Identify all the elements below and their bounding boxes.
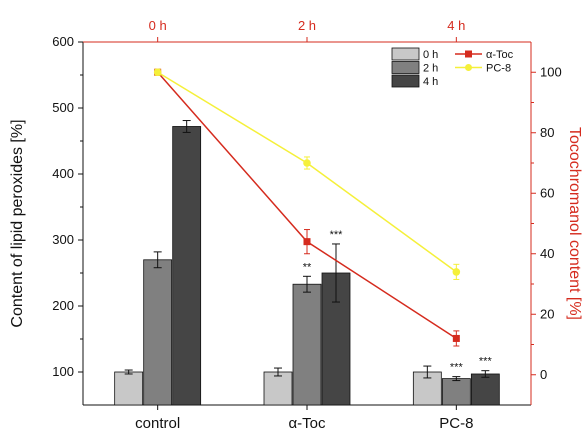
bar xyxy=(441,378,471,406)
y-tick-label: 400 xyxy=(52,166,74,181)
significance-label: *** xyxy=(330,229,344,241)
top-x-tick-label: 0 h xyxy=(149,18,167,33)
x-tick-label: PC-8 xyxy=(439,415,473,432)
legend-marker xyxy=(465,64,472,71)
line-point xyxy=(303,159,311,167)
bar xyxy=(292,283,322,406)
bar xyxy=(172,126,202,406)
y-tick-label: 500 xyxy=(52,100,74,115)
line-point xyxy=(452,268,461,276)
y2-tick-label: 0 xyxy=(540,367,547,382)
bar xyxy=(263,371,293,406)
y2-tick-label: 60 xyxy=(540,185,554,200)
x-tick-label: α-Toc xyxy=(288,415,326,432)
legend-label: α-Toc xyxy=(486,49,514,61)
line-point xyxy=(452,334,460,342)
bar xyxy=(143,259,173,406)
top-x-tick-label: 4 h xyxy=(447,18,465,33)
y2-tick-label: 40 xyxy=(540,246,554,261)
significance-label: *** xyxy=(450,362,464,374)
legend-swatch xyxy=(391,74,420,88)
y2-tick-label: 100 xyxy=(540,64,562,79)
legend-swatch xyxy=(391,61,420,74)
legend-label: 0 h xyxy=(423,49,438,61)
legend-swatch xyxy=(391,47,420,61)
x-tick-label: control xyxy=(135,415,180,432)
legend-label: 2 h xyxy=(423,63,438,75)
y-axis-title: Content of lipid peroxides [%] xyxy=(9,119,26,327)
y-tick-label: 200 xyxy=(52,298,74,313)
line-point xyxy=(303,238,311,246)
legend-label: PC-8 xyxy=(486,63,511,75)
y-tick-label: 600 xyxy=(52,34,74,49)
top-x-tick-label: 2 h xyxy=(298,18,316,33)
y-tick-label: 300 xyxy=(52,232,74,247)
y-tick-label: 100 xyxy=(52,364,74,379)
y2-axis-title: Tocochromanol content [%] xyxy=(566,127,583,320)
significance-label: ** xyxy=(303,261,312,273)
line-point xyxy=(153,68,162,77)
bar xyxy=(470,373,500,406)
legend-label: 4 h xyxy=(423,76,438,88)
bar xyxy=(114,371,144,406)
significance-label: *** xyxy=(479,356,493,368)
legend-marker xyxy=(465,50,472,58)
y2-tick-label: 80 xyxy=(540,125,554,140)
y2-tick-label: 20 xyxy=(540,306,554,321)
